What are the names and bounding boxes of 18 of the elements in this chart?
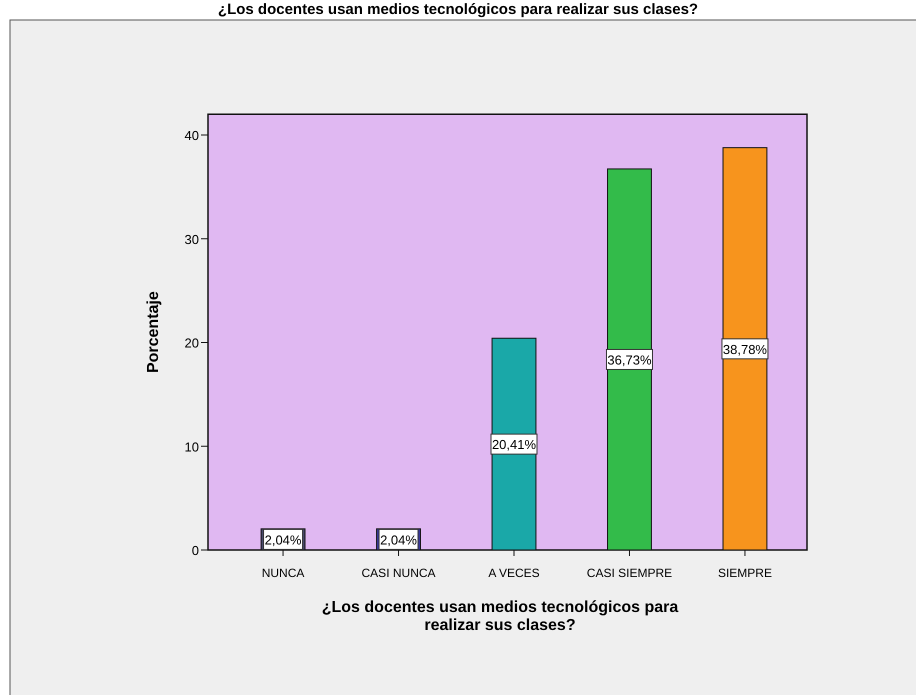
y-axis-title: Porcentaje: [145, 291, 162, 374]
data-label: 2,04%: [264, 532, 302, 548]
x-tick-label: CASI NUNCA: [362, 566, 436, 580]
y-tick-label: 40: [184, 128, 199, 143]
chart-title: ¿Los docentes usan medios tecnológicos para realizar sus clases?: [218, 1, 698, 18]
data-label: 2,04%: [380, 532, 418, 548]
y-tick-label: 10: [184, 439, 199, 454]
x-tick-label: A VECES: [488, 566, 540, 580]
data-label: 36,73%: [607, 352, 652, 368]
x-axis-title: ¿Los docentes usan medios tecnológicos para realizar sus clases?: [322, 599, 678, 634]
y-tick-label: 0: [192, 543, 199, 558]
y-tick-label: 20: [184, 336, 199, 350]
y-tick-label: 30: [184, 232, 199, 247]
data-label: 20,41%: [492, 437, 536, 452]
x-tick-label: CASI SIEMPRE: [586, 566, 672, 580]
data-label: 38,78%: [722, 342, 768, 357]
x-tick-label: NUNCA: [262, 566, 304, 580]
x-tick-label: SIEMPRE: [718, 566, 772, 580]
